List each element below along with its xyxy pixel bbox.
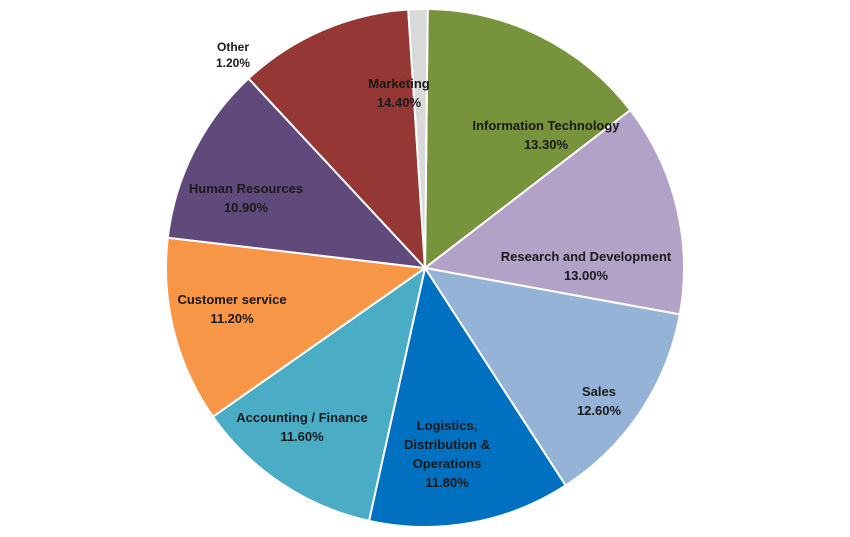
pie-slice-information-technology — [422, 108, 685, 316]
slice-name-line: Logistics, — [417, 418, 478, 433]
slice-percent: 1.20% — [216, 56, 250, 70]
slice-label-customer-service: Customer service 11.20% — [177, 292, 286, 326]
slice-label-marketing: Marketing 14.40% — [368, 76, 429, 110]
slice-name-line: Distribution & — [404, 437, 490, 452]
slice-percent: 10.90% — [224, 200, 269, 215]
slice-label-sales: Sales 12.60% — [577, 384, 622, 418]
slice-label-logistics-distribution-operations: Logistics, Distribution & Operations 11.80% — [404, 418, 490, 490]
slice-percent: 14.40% — [377, 95, 422, 110]
slice-name-line: Marketing — [368, 76, 429, 91]
slices-layer — [165, 7, 685, 528]
pie-slice-customer-service — [166, 77, 428, 270]
slice-name-line: Other — [217, 40, 249, 54]
slice-percent: 12.60% — [577, 403, 622, 418]
pie-slice-other — [407, 8, 429, 269]
slice-percent: 13.00% — [564, 268, 609, 283]
slice-percent: 11.20% — [210, 311, 254, 326]
pie-slice-marketing — [423, 7, 632, 271]
pie-slice-human-resources — [247, 8, 427, 271]
slice-label-human-resources: Human Resources 10.90% — [189, 181, 303, 215]
slice-name-line: Research and Development — [501, 249, 672, 264]
slice-percent: 13.30% — [524, 137, 569, 152]
slice-name-line: Sales — [582, 384, 616, 399]
slice-name-line: Operations — [413, 456, 482, 471]
pie-slice-accounting-finance — [165, 236, 428, 419]
slice-name-line: Accounting / Finance — [236, 410, 367, 425]
slice-label-information-technology: Information Technology 13.30% — [472, 118, 620, 152]
slice-percent: 11.80% — [425, 475, 469, 490]
slice-percent: 11.60% — [280, 429, 324, 444]
labels-layer: Marketing 14.40% Information Technology 13.… — [177, 40, 671, 490]
slice-name-line: Information Technology — [472, 118, 620, 133]
slice-label-research-and-development: Research and Development 13.00% — [501, 249, 672, 283]
pie-slice-research-and-development — [422, 266, 681, 487]
pie-slice-sales — [367, 265, 567, 528]
pie-slice-logistics-distribution-operations — [211, 265, 427, 523]
slice-label-other: Other 1.20% — [216, 40, 250, 70]
slice-label-accounting-finance: Accounting / Finance 11.60% — [236, 410, 367, 444]
slice-name-line: Human Resources — [189, 181, 303, 196]
slice-name-line: Customer service — [177, 292, 286, 307]
